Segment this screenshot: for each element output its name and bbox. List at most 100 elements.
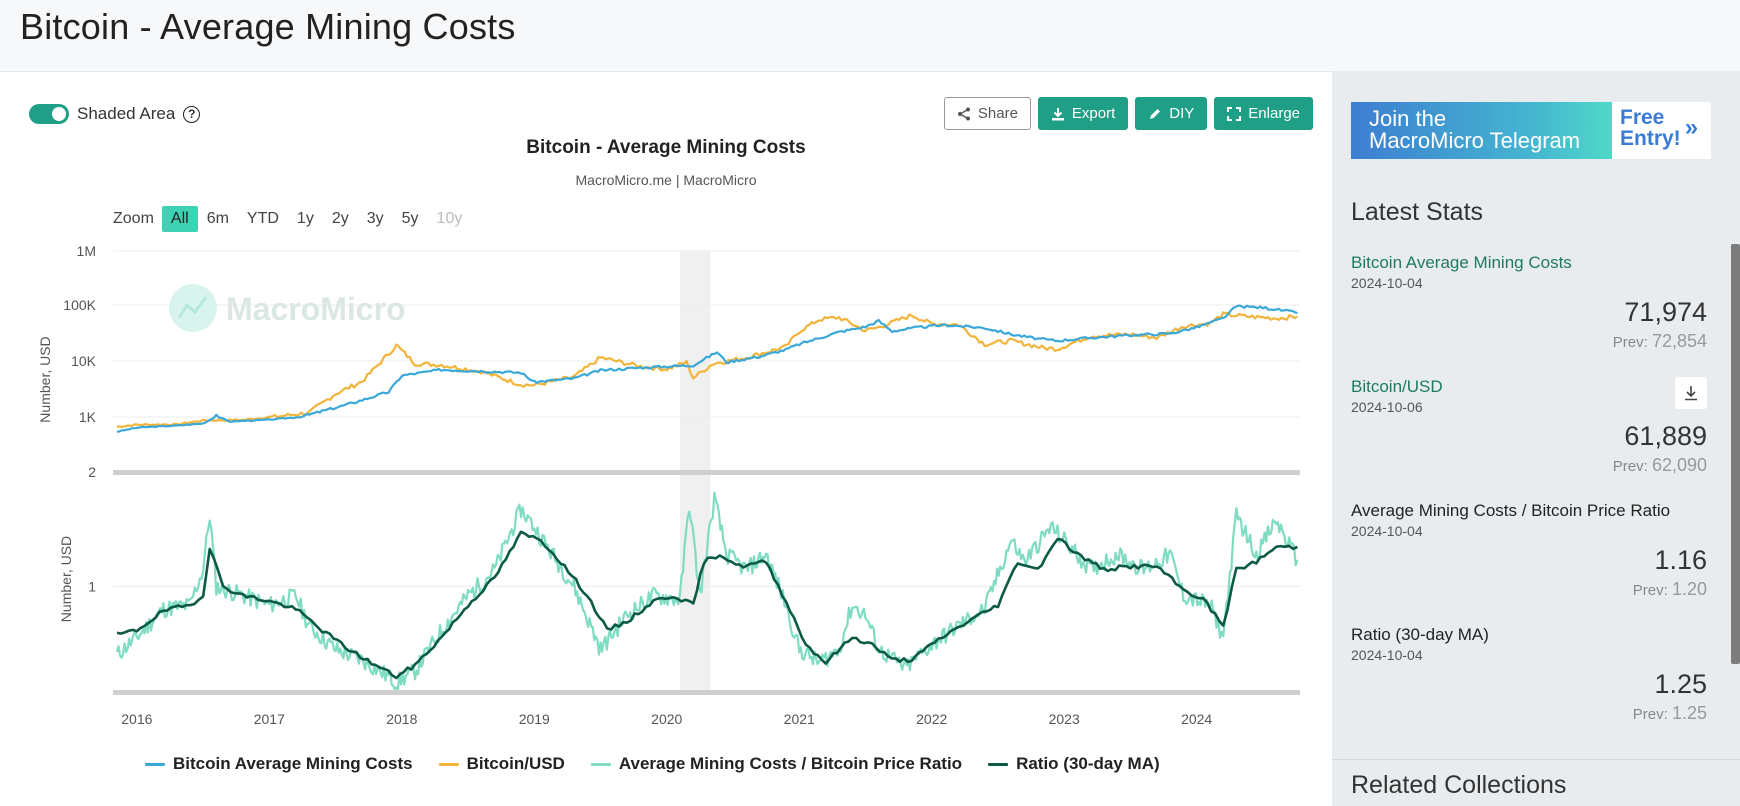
stat-ratio-ma: Ratio (30-day MA) 2024-10-04 1.25 Prev: … — [1351, 625, 1707, 735]
series-line-bitcoin-average-mining-costs — [116, 304, 1298, 433]
share-button[interactable]: Share — [943, 97, 1031, 130]
stat-value: 1.16 — [1654, 545, 1707, 575]
stat-name-link[interactable]: Bitcoin/USD — [1351, 377, 1443, 396]
stat-name: Ratio (30-day MA) — [1351, 625, 1489, 644]
banner-text: Join the MacroMicro Telegram — [1351, 102, 1612, 159]
legend-item[interactable]: Ratio (30-day MA) — [988, 754, 1160, 774]
share-label: Share — [977, 105, 1018, 122]
stat-prev: Prev: 1.20 — [1633, 579, 1707, 600]
x-tick-label: 2019 — [519, 711, 550, 727]
stat-value: 61,889 — [1624, 421, 1707, 451]
y-axis-title: Number, USD — [58, 536, 74, 622]
chart-subtitle: MacroMicro.me | MacroMicro — [575, 172, 757, 188]
stat-date: 2024-10-04 — [1351, 647, 1423, 663]
stat-prev-value: 1.20 — [1671, 579, 1707, 599]
enlarge-label: Enlarge — [1248, 105, 1300, 122]
zoom-option-6m[interactable]: 6m — [206, 210, 229, 227]
stat-value: 71,974 — [1624, 297, 1707, 327]
legend-item[interactable]: Bitcoin/USD — [438, 754, 565, 774]
banner-line2: MacroMicro Telegram — [1369, 128, 1581, 153]
shaded-area-toggle[interactable] — [29, 104, 69, 124]
pencil-icon — [1150, 108, 1161, 119]
sidebar: Join the MacroMicro Telegram Free Entry!… — [1332, 71, 1740, 806]
y-tick-label: 1K — [79, 409, 97, 425]
legend-swatch — [988, 762, 1009, 766]
share-icon — [957, 107, 970, 120]
chart-title: Bitcoin - Average Mining Costs — [526, 137, 806, 158]
section-divider — [1332, 759, 1740, 760]
x-tick-label: 2016 — [121, 711, 152, 727]
x-tick-label: 2021 — [784, 711, 815, 727]
page-title: Bitcoin - Average Mining Costs — [20, 6, 516, 47]
x-tick-label: 2017 — [254, 711, 285, 727]
related-collections-title: Related Collections — [1351, 771, 1567, 799]
legend-item[interactable]: Bitcoin Average Mining Costs — [145, 754, 413, 774]
enlarge-button[interactable]: Enlarge — [1214, 97, 1313, 130]
series-layer — [115, 304, 1299, 691]
stat-name-link[interactable]: Bitcoin Average Mining Costs — [1351, 253, 1572, 272]
stat-prev: Prev: 1.25 — [1633, 703, 1707, 724]
panel-separator — [113, 470, 1300, 475]
diy-button[interactable]: DIY — [1135, 97, 1208, 130]
zoom-option-10y: 10y — [436, 210, 463, 227]
shaded-area-toggle-row: Shaded Area ? — [29, 104, 201, 124]
stat-prev-label: Prev: — [1612, 458, 1648, 475]
chart-svg: MacroMicro 2 1K 10K 100K 1M 1 Number, USD Numbe… — [37, 243, 1300, 727]
watermark-logo-icon — [169, 284, 217, 332]
zoom-option-1y[interactable]: 1y — [296, 210, 314, 227]
x-tick-label: 2023 — [1049, 711, 1080, 727]
chart-legend: Bitcoin Average Mining Costs Bitcoin/USD A… — [145, 754, 1160, 774]
chart-toolbar: Share Export DIY Enlarge — [943, 97, 1313, 130]
stat-name: Average Mining Costs / Bitcoin Price Rat… — [1351, 501, 1671, 520]
legend-item[interactable]: Average Mining Costs / Bitcoin Price Rat… — [590, 754, 962, 774]
y-tick-label: 1 — [88, 578, 96, 594]
download-icon — [1685, 386, 1697, 401]
diy-label: DIY — [1169, 105, 1195, 122]
watermark: MacroMicro — [169, 284, 406, 332]
banner-cta2: Entry! — [1620, 127, 1681, 150]
legend-label: Bitcoin/USD — [466, 754, 565, 773]
stat-prev-label: Prev: — [1612, 334, 1648, 351]
stat-prev-value: 72,854 — [1651, 331, 1707, 351]
download-button[interactable] — [1675, 377, 1707, 409]
watermark-text: MacroMicro — [226, 291, 406, 327]
zoom-option-2y[interactable]: 2y — [331, 210, 349, 227]
x-tick-label: 2022 — [916, 711, 947, 727]
stat-prev-label: Prev: — [1632, 706, 1668, 723]
sidebar-scrollbar[interactable] — [1731, 244, 1740, 664]
stat-date: 2024-10-06 — [1351, 399, 1423, 415]
zoom-option-5y[interactable]: 5y — [401, 210, 419, 227]
zoom-bar: Zoom All 6m YTD 1y 2y 3y 5y 10y — [113, 206, 471, 232]
toggle-knob — [52, 107, 66, 121]
stat-prev-value: 62,090 — [1651, 455, 1707, 475]
stat-value: 1.25 — [1654, 669, 1707, 699]
grid-layer — [113, 250, 1300, 587]
legend-label: Bitcoin Average Mining Costs — [173, 754, 413, 773]
x-tick-label: 2020 — [651, 711, 682, 727]
expand-icon — [1227, 106, 1242, 121]
banner-cta1: Free — [1620, 106, 1665, 129]
banner-line1: Join the — [1369, 106, 1447, 131]
telegram-banner[interactable]: Join the MacroMicro Telegram Free Entry!… — [1351, 102, 1711, 159]
zoom-option-all[interactable]: All — [161, 206, 198, 232]
page-header: Bitcoin - Average Mining Costs — [0, 0, 1740, 72]
help-icon[interactable]: ? — [183, 105, 201, 123]
chevrons-right-icon: » — [1684, 114, 1699, 141]
y-tick-label: 100K — [63, 297, 96, 313]
zoom-option-3y[interactable]: 3y — [366, 210, 384, 227]
zoom-label: Zoom — [113, 210, 154, 227]
stat-prev: Prev: 62,090 — [1613, 455, 1707, 476]
export-button[interactable]: Export — [1037, 97, 1129, 130]
watermark-logo-line — [177, 296, 208, 319]
stat-prev: Prev: 72,854 — [1613, 331, 1707, 352]
stat-prev-label: Prev: — [1632, 582, 1668, 599]
stat-prev-value: 1.25 — [1671, 703, 1707, 723]
x-axis-line — [113, 690, 1300, 695]
stat-date: 2024-10-04 — [1351, 523, 1423, 539]
zoom-option-ytd[interactable]: YTD — [246, 210, 279, 227]
y-tick-label: 10K — [71, 353, 97, 369]
stat-btc-usd: Bitcoin/USD 2024-10-06 61,889 Prev: 62,0… — [1351, 377, 1707, 487]
stat-mining-costs: Bitcoin Average Mining Costs 2024-10-04 … — [1351, 253, 1707, 363]
x-tick-label: 2018 — [386, 711, 417, 727]
stat-date: 2024-10-04 — [1351, 275, 1423, 291]
